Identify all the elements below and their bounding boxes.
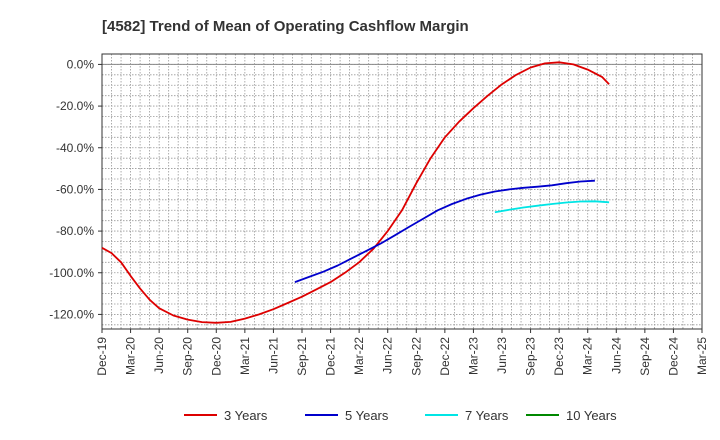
x-tick-label: Dec-19	[95, 337, 109, 376]
y-tick-label: -20.0%	[56, 99, 94, 113]
x-tick-label: Sep-22	[409, 337, 423, 376]
y-tick-label: -80.0%	[56, 224, 94, 238]
y-tick-label: -40.0%	[56, 141, 94, 155]
axes	[101, 53, 703, 330]
series-lines	[101, 61, 610, 324]
x-tick-label: Dec-21	[324, 337, 338, 376]
y-tick-label: -60.0%	[56, 182, 94, 196]
x-tick-label: Sep-24	[638, 337, 652, 376]
x-tick-label: Jun-20	[152, 337, 166, 374]
x-tick-label: Sep-20	[181, 337, 195, 376]
x-tick-label: Dec-20	[209, 337, 223, 376]
x-tick-label: Mar-20	[124, 337, 138, 375]
x-tick-label: Mar-22	[352, 337, 366, 375]
x-axis-ticks: Dec-19 Mar-20 Jun-20 Sep-20 Dec-20 Mar-21 Jun-…	[95, 329, 709, 376]
y-tick-label: 0.0%	[67, 57, 95, 71]
x-tick-label: Mar-23	[466, 337, 480, 375]
series-line-3-years	[101, 61, 610, 324]
x-tick-label: Sep-23	[524, 337, 538, 376]
x-tick-label: Sep-21	[295, 337, 309, 376]
x-tick-label: Dec-24	[666, 337, 680, 376]
series-line-7-years	[494, 200, 610, 214]
x-tick-label: Mar-21	[238, 337, 252, 375]
legend: 3 Years 5 Years 7 Years 10 Years	[184, 408, 617, 423]
x-tick-label: Jun-23	[495, 337, 509, 374]
x-tick-label: Dec-22	[438, 337, 452, 376]
x-tick-label: Dec-23	[552, 337, 566, 376]
legend-label: 10 Years	[566, 408, 617, 423]
y-axis-ticks: 0.0% -20.0% -40.0% -60.0% -80.0% -100.0% -120.…	[49, 57, 102, 321]
grid	[102, 54, 702, 329]
plot-frame	[101, 53, 703, 330]
x-tick-label: Jun-24	[609, 337, 623, 374]
x-tick-label: Jun-22	[381, 337, 395, 374]
x-tick-label: Jun-21	[266, 337, 280, 374]
x-tick-label: Mar-25	[695, 337, 709, 375]
legend-label: 5 Years	[345, 408, 389, 423]
y-tick-label: -100.0%	[49, 266, 94, 280]
legend-label: 3 Years	[224, 408, 268, 423]
chart-title: [4582] Trend of Mean of Operating Cashfl…	[102, 18, 469, 35]
legend-label: 7 Years	[465, 408, 509, 423]
series-line-5-years	[294, 179, 595, 283]
x-tick-label: Mar-24	[581, 337, 595, 375]
y-tick-label: -120.0%	[49, 307, 94, 321]
